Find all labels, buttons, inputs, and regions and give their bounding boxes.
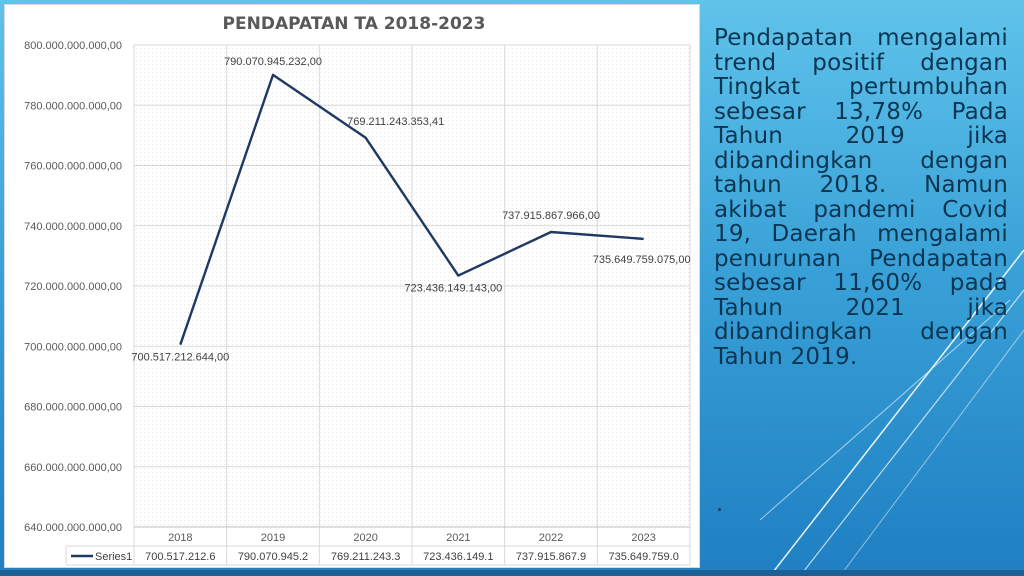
x-tick-label: 2018 <box>168 532 192 544</box>
data-label: 700.517.212.644,00 <box>131 352 229 364</box>
y-tick-label: 700.000.000.000,00 <box>24 341 122 353</box>
data-label: 723.436.149.143,00 <box>404 283 502 295</box>
table-value: 790.070.945.2 <box>238 551 308 563</box>
line-chart: 640.000.000.000,00 660.000.000.000,00 680.… <box>24 40 691 566</box>
y-tick-label: 760.000.000.000,00 <box>24 161 122 173</box>
chart-title: PENDAPATAN TA 2018-2023 <box>222 14 486 34</box>
y-tick-label: 740.000.000.000,00 <box>24 221 122 233</box>
table-value: 769.211.243.3 <box>331 551 401 563</box>
x-tick-label: 2019 <box>261 532 285 544</box>
x-tick-label: 2021 <box>446 532 470 544</box>
y-tick-label: 640.000.000.000,00 <box>24 522 122 534</box>
series-line <box>179 73 644 346</box>
legend-series-name: Series1 <box>95 551 132 563</box>
table-value: 700.517.212.6 <box>145 551 215 563</box>
y-tick-label: 780.000.000.000,00 <box>24 100 122 112</box>
data-label: 737.915.867.966,00 <box>502 210 600 222</box>
data-label: 769.211.243.353,41 <box>347 116 444 128</box>
table-value: 737.915.867.9 <box>516 551 586 563</box>
table-value: 723.436.149.1 <box>423 551 493 563</box>
x-tick-label: 2023 <box>631 532 655 544</box>
y-tick-label: 720.000.000.000,00 <box>24 281 122 293</box>
table-value: 735.649.759.0 <box>608 551 678 563</box>
y-tick-label: 800.000.000.000,00 <box>24 40 122 52</box>
data-label: 790.070.945.232,00 <box>224 56 322 68</box>
data-label: 735.649.759.075,00 <box>593 254 691 266</box>
x-tick-label: 2022 <box>539 532 563 544</box>
y-tick-label: 660.000.000.000,00 <box>24 462 122 474</box>
x-tick-label: 2020 <box>353 532 377 544</box>
trailing-mark: . <box>716 492 723 517</box>
description-text: Pendapatan mengalami trend positif denga… <box>714 25 1008 370</box>
y-tick-label: 680.000.000.000,00 <box>24 402 122 414</box>
